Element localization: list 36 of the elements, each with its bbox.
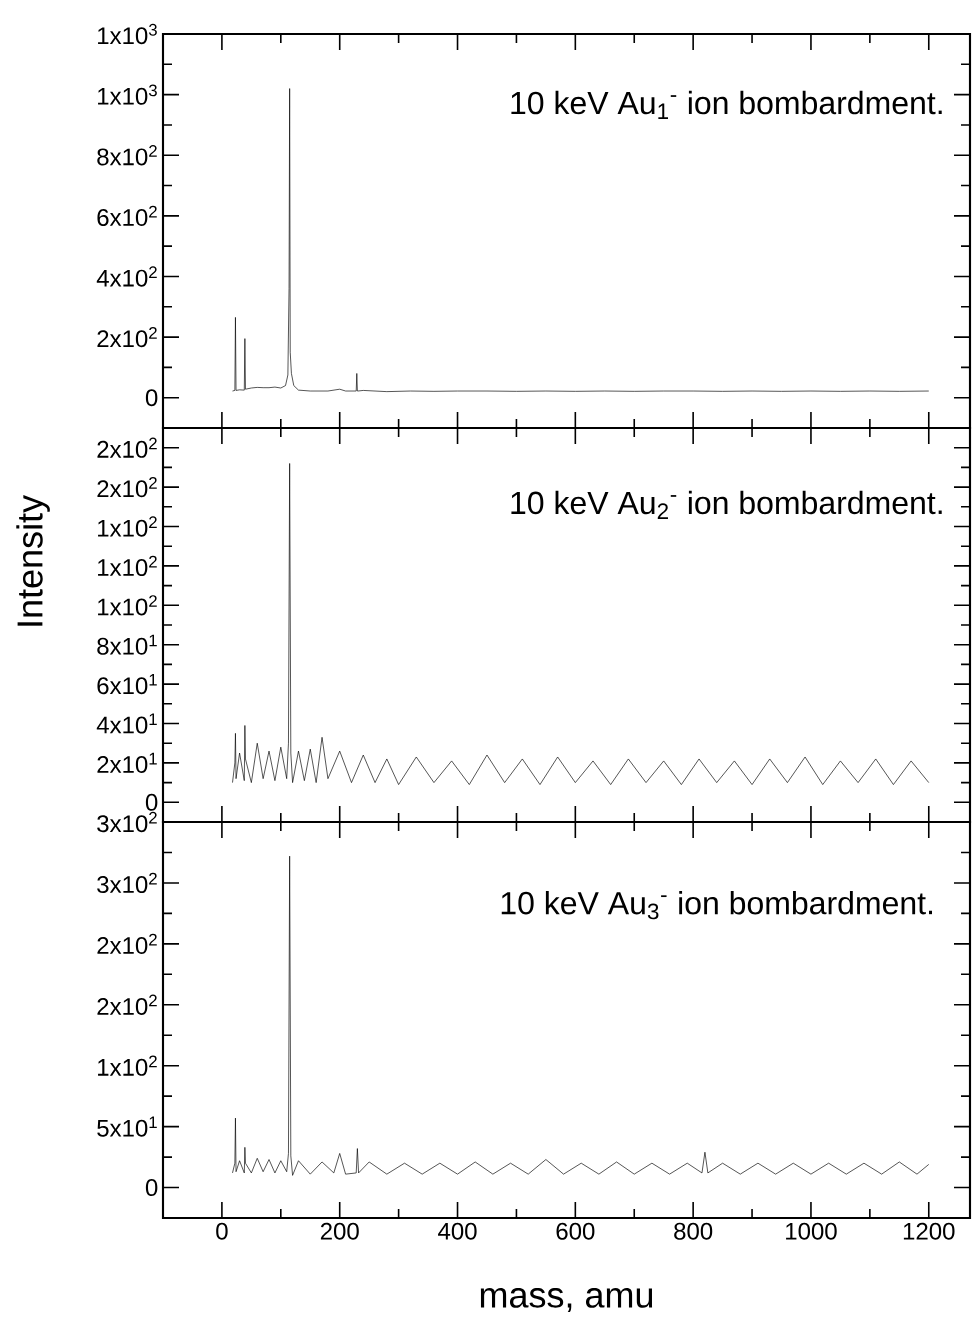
y-tick-label: 6x10$^{2}$ xyxy=(97,205,157,227)
y-tick-label: 2x10$^{2}$ xyxy=(97,326,157,348)
x-tick-label: 600 xyxy=(556,1222,595,1240)
y-tick-label: 5x10$^{1}$ xyxy=(97,1116,157,1137)
y-tick-label: 4x10$^{1}$ xyxy=(96,713,157,734)
y-tick-label: 2x10$^{2}$ xyxy=(97,994,157,1015)
y-tick-label: 8x10$^{1}$ xyxy=(97,634,157,655)
x-tick-label: 800 xyxy=(674,1222,713,1240)
y-tick-label: 1x10$^{3}$ xyxy=(98,23,157,45)
y-tick-label: 1x10$^{3}$ xyxy=(98,84,157,105)
x-tick-label: 1000 xyxy=(786,1222,837,1240)
x-tick-label: 1200 xyxy=(903,1222,955,1240)
y-tick-label: 6x10$^{1}$ xyxy=(97,674,157,695)
y-tick-label: 4x10$^{2}$ xyxy=(96,266,157,287)
y-tick-label: 3x10$^{2}$ xyxy=(97,811,157,833)
y-tick-label: 1x10$^{2}$ xyxy=(98,1055,157,1076)
y-tick-label: 0 xyxy=(145,793,158,811)
x-tick-label: 200 xyxy=(320,1222,359,1240)
x-axis-title: mass, amu xyxy=(480,1288,653,1313)
y-tick-label: 1x10$^{2}$ xyxy=(98,555,157,577)
y-tick-label: 8x10$^{2}$ xyxy=(97,145,157,166)
y-tick-label: 1x10$^{2}$ xyxy=(98,595,157,616)
y-tick-label: 1x10$^{2}$ xyxy=(98,516,157,537)
annotation: 10 keV Au$_{3}$$^{-}$ ion bombardment. xyxy=(501,890,933,920)
y-tick-label: 2x10$^{2}$ xyxy=(97,476,157,498)
annotation: 10 keV Au$_{2}$$^{-}$ ion bombardment. xyxy=(511,490,942,519)
y-axis-title: Intensity xyxy=(16,494,50,626)
y-tick-label: 2x10$^{2}$ xyxy=(97,437,157,458)
y-tick-label: 2x10$^{1}$ xyxy=(97,752,157,773)
x-tick-label: 400 xyxy=(438,1222,477,1240)
x-tick-label: 0 xyxy=(216,1222,228,1240)
y-tick-label: 3x10$^{2}$ xyxy=(97,872,157,894)
y-tick-label: 0 xyxy=(145,389,158,407)
y-tick-label: 2x10$^{2}$ xyxy=(97,933,157,955)
y-tick-label: 0 xyxy=(145,1179,158,1197)
annotation: 10 keV Au$_{1}$$^{-}$ ion bombardment. xyxy=(511,90,942,120)
